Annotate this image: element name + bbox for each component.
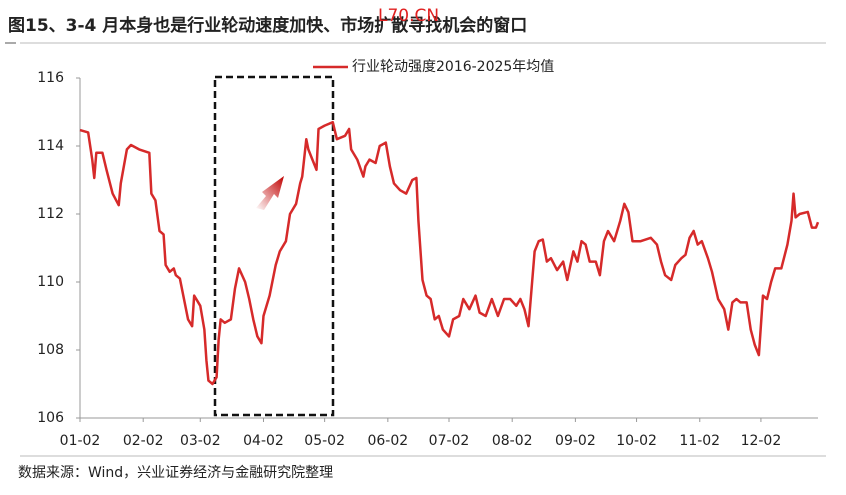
x-tick-label: 01-02: [60, 433, 101, 449]
y-tick-label: 106: [37, 410, 64, 426]
x-tick-label: 02-02: [123, 433, 164, 449]
chart-title: 图15、3-4 月本身也是行业轮动速度加快、市场扩散寻找机会的窗口: [8, 15, 527, 36]
watermark: L70.CN: [378, 6, 439, 26]
x-tick-label: 03-02: [180, 433, 221, 449]
x-tick-label: 04-02: [243, 433, 284, 449]
x-tick-label: 07-02: [429, 433, 470, 449]
y-tick-label: 114: [37, 138, 64, 154]
series-line: [79, 120, 820, 386]
x-tick-label: 12-02: [741, 433, 782, 449]
trend-arrow: [256, 176, 284, 210]
y-tick-label: 108: [37, 342, 64, 358]
x-tick-label: 11-02: [679, 433, 720, 449]
y-tick-label: 112: [37, 206, 64, 222]
x-tick-label: 10-02: [616, 433, 657, 449]
legend: 行业轮动强度2016-2025年均值: [313, 59, 554, 75]
legend-label: 行业轮动强度2016-2025年均值: [352, 59, 554, 75]
source: 数据来源：Wind，兴业证券经济与金融研究院整理: [18, 465, 333, 481]
x-tick-label: 05-02: [304, 433, 345, 449]
x-tick-label: 06-02: [367, 433, 408, 449]
x-tick-label: 08-02: [492, 433, 533, 449]
y-tick-label: 110: [37, 274, 64, 290]
x-tick-label: 09-02: [555, 433, 596, 449]
y-tick-label: 116: [37, 70, 64, 86]
highlight-box: [213, 75, 335, 417]
